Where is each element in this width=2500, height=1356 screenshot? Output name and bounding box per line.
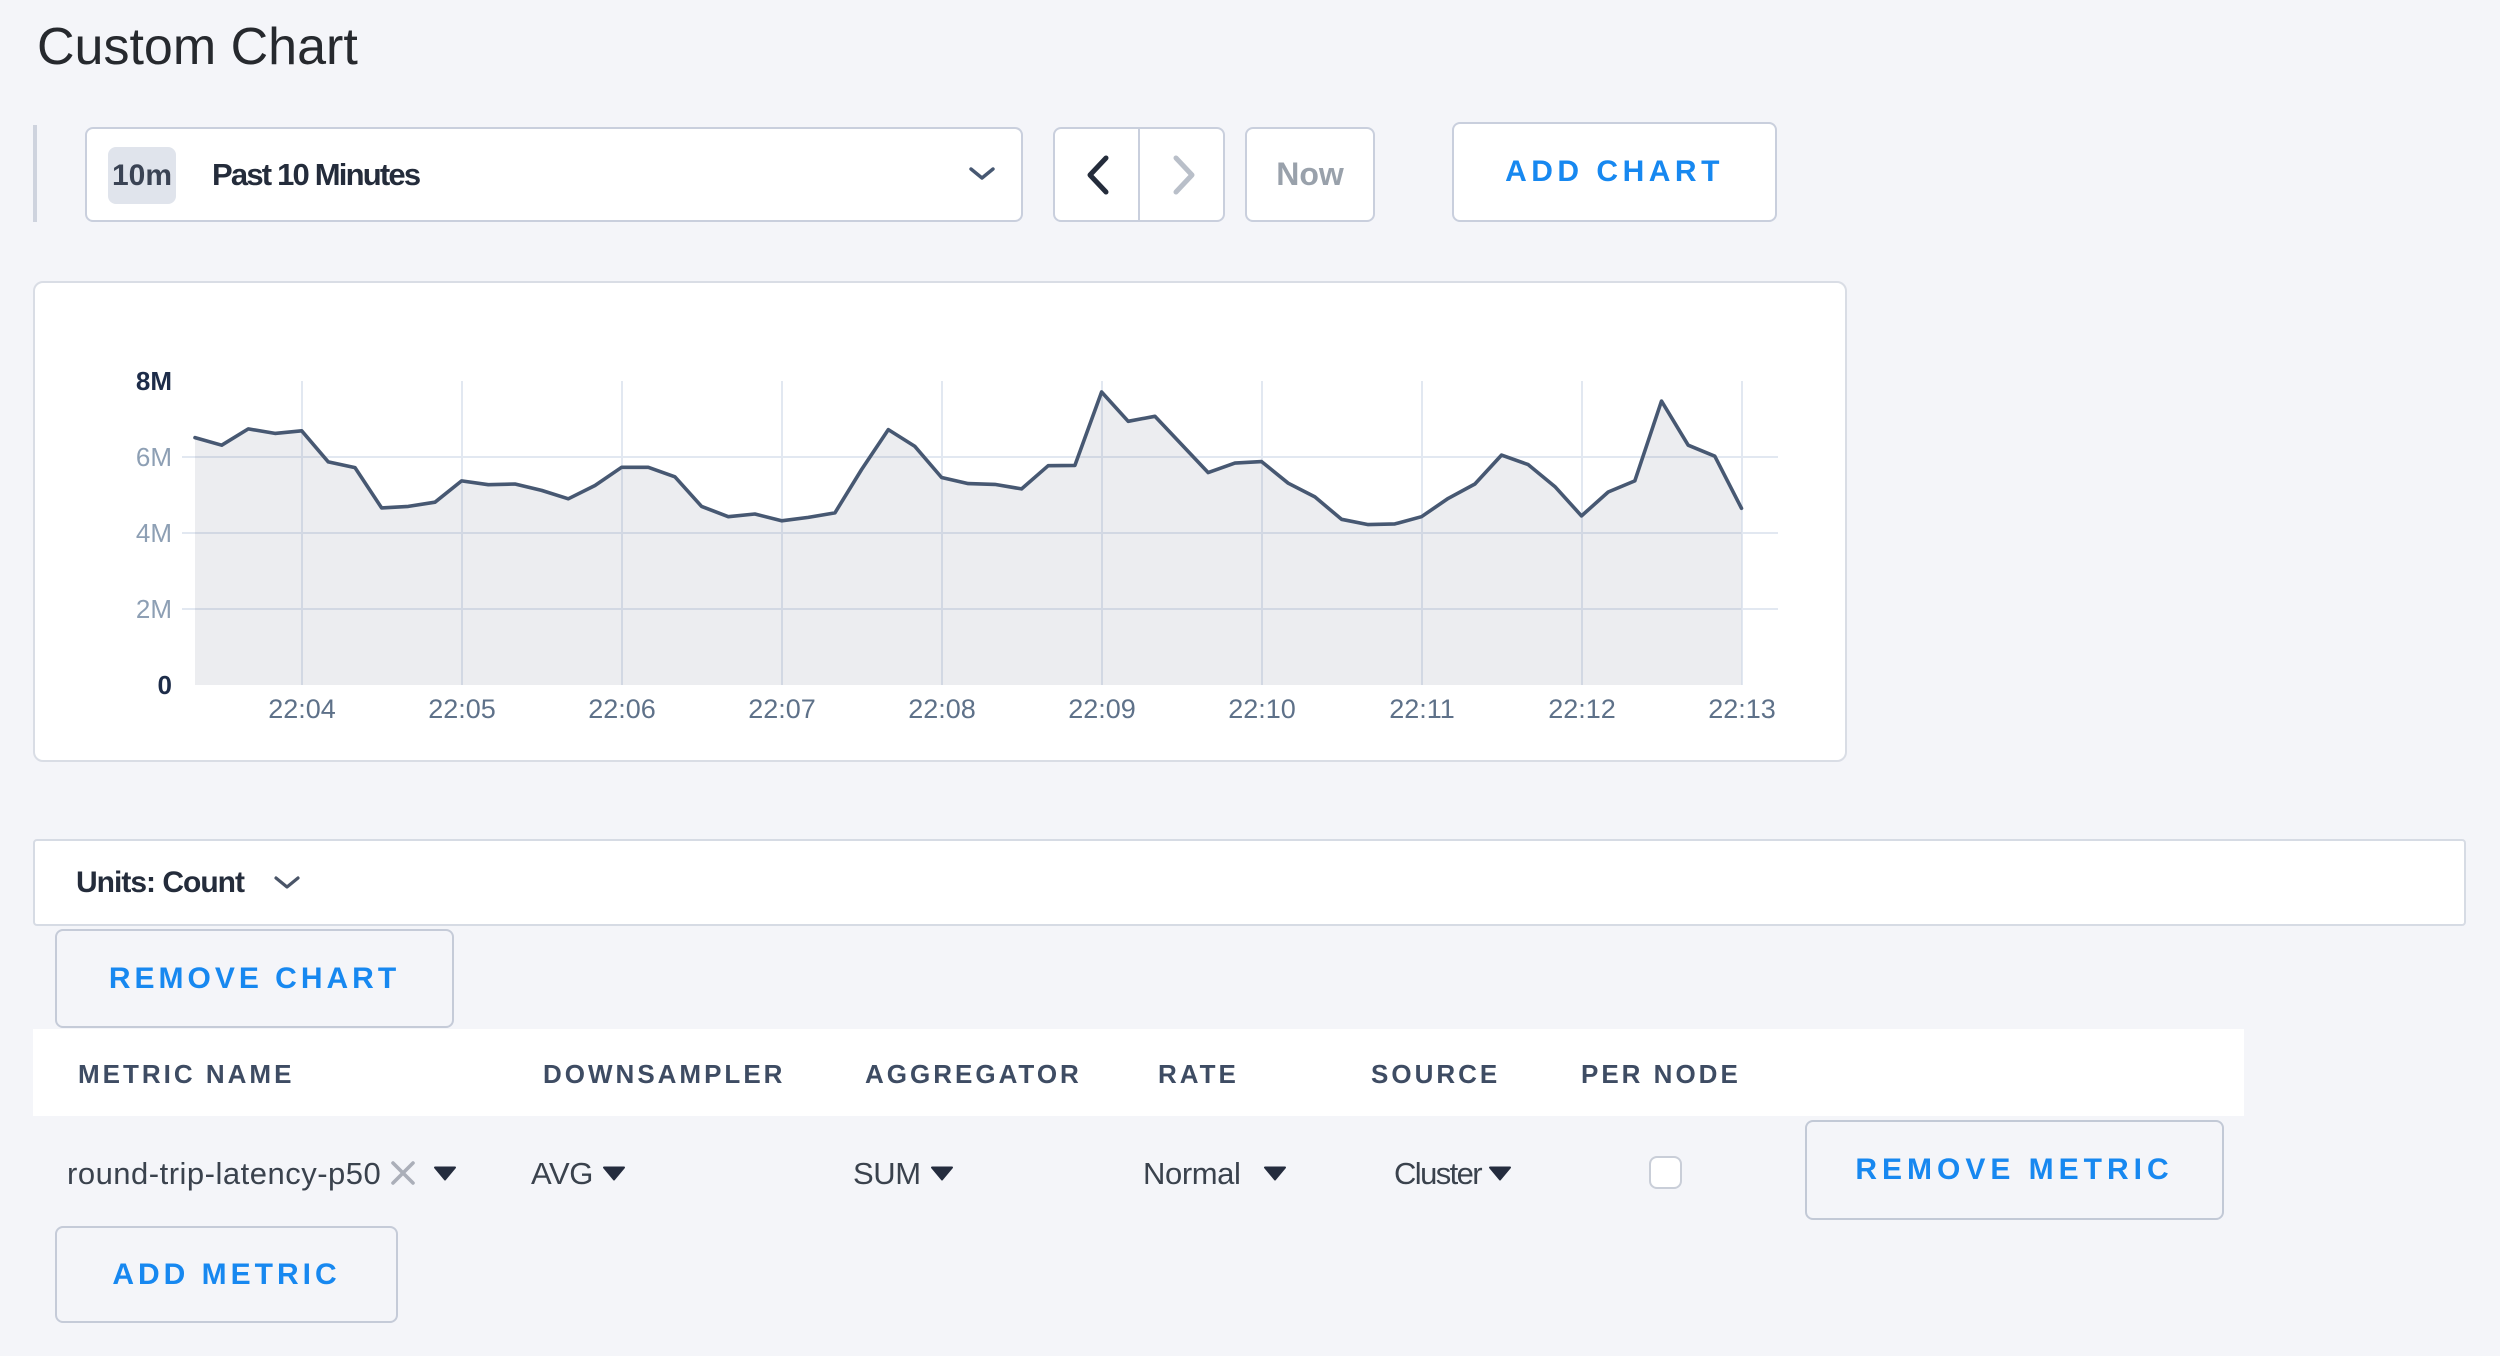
svg-text:22:04: 22:04 (268, 694, 336, 724)
svg-text:22:12: 22:12 (1548, 694, 1616, 724)
svg-text:0: 0 (158, 670, 172, 700)
svg-text:4M: 4M (136, 518, 172, 548)
svg-text:22:06: 22:06 (588, 694, 656, 724)
svg-text:22:05: 22:05 (428, 694, 496, 724)
svg-text:22:08: 22:08 (908, 694, 976, 724)
svg-text:22:11: 22:11 (1389, 694, 1455, 724)
svg-text:2M: 2M (136, 594, 172, 624)
svg-text:22:09: 22:09 (1068, 694, 1136, 724)
svg-text:22:10: 22:10 (1228, 694, 1296, 724)
svg-text:8M: 8M (136, 366, 172, 396)
svg-text:22:07: 22:07 (748, 694, 816, 724)
svg-text:22:13: 22:13 (1708, 694, 1776, 724)
svg-text:6M: 6M (136, 442, 172, 472)
